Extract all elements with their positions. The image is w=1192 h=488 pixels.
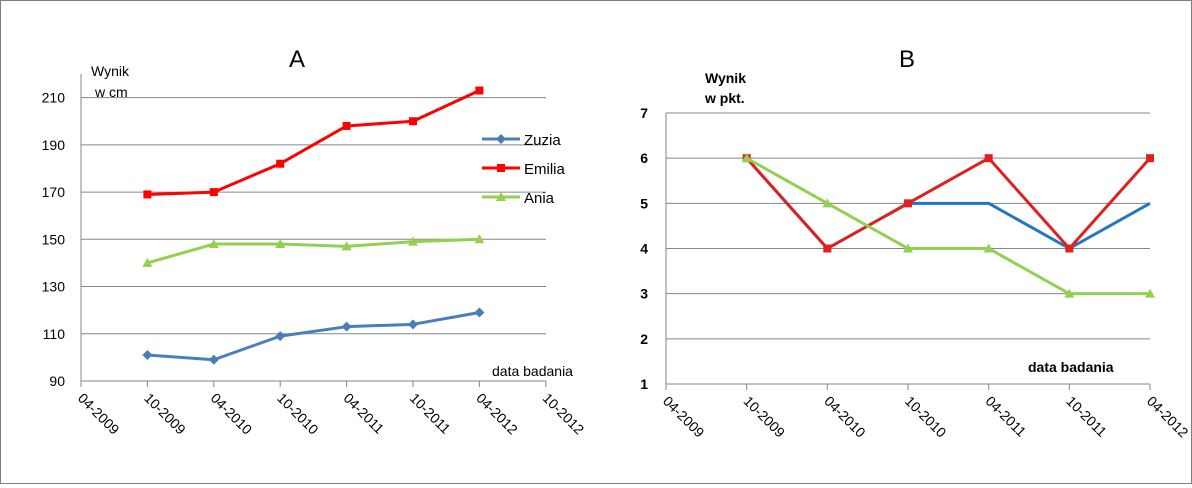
x-tick-label: 04-2011 — [983, 393, 1030, 440]
series-line — [745, 156, 1151, 296]
data-point — [903, 243, 914, 253]
x-axis-label: data badania — [492, 363, 573, 379]
y-tick-label: 2 — [640, 331, 648, 347]
data-point — [904, 199, 913, 208]
x-tick-label: 04-2009 — [75, 390, 123, 438]
data-point — [142, 350, 153, 361]
data-point — [208, 239, 219, 249]
data-point — [1065, 244, 1074, 253]
data-point — [474, 234, 485, 244]
data-point — [474, 307, 485, 318]
chart-title: B — [899, 46, 915, 73]
y-axis-label: w pkt. — [704, 90, 745, 106]
legend-label: Ania — [524, 190, 555, 207]
data-point — [341, 241, 352, 251]
y-axis-label: w cm — [94, 84, 128, 100]
chart-title: A — [289, 46, 305, 73]
x-tick-label: 04-2012 — [473, 390, 521, 438]
y-tick-label: 6 — [640, 150, 648, 166]
legend-label: Emilia — [524, 161, 565, 178]
legend-marker — [496, 134, 506, 144]
x-tick-label: 04-2010 — [821, 393, 869, 441]
data-point — [822, 198, 833, 208]
x-tick-label: 10-2012 — [540, 390, 588, 438]
data-point — [741, 153, 752, 163]
data-point — [408, 319, 418, 330]
series-line — [147, 311, 480, 362]
y-tick-label: 1 — [640, 376, 648, 392]
y-axis-label: Wynik — [91, 63, 130, 79]
data-point — [984, 154, 993, 163]
x-tick-label: 04-2009 — [660, 393, 708, 441]
y-tick-label: 130 — [42, 279, 66, 295]
x-tick-label: 10-2010 — [902, 393, 950, 441]
data-point — [1146, 154, 1155, 163]
data-point — [275, 239, 286, 249]
y-tick-label: 150 — [42, 231, 66, 247]
data-point — [208, 354, 219, 365]
data-point — [823, 244, 832, 253]
x-tick-label: 04-2011 — [340, 390, 387, 437]
data-point — [1145, 288, 1156, 298]
x-axis-label: data badania — [1028, 359, 1114, 375]
chart-a: 90 110 130 150 170 190 210 04-2009 10-2009 04-201… — [42, 46, 588, 438]
x-tick-label: 10-2011 — [1063, 393, 1110, 440]
data-point — [409, 117, 417, 126]
x-tick-label: 10-2011 — [407, 390, 454, 437]
y-tick-label: 7 — [640, 105, 648, 121]
legend-label: Zuzia — [524, 132, 561, 149]
data-point — [983, 243, 994, 253]
y-tick-label: 210 — [42, 90, 66, 106]
y-tick-label: 190 — [42, 137, 66, 153]
data-point — [142, 257, 153, 267]
chart-b: 1 2 3 4 5 6 7 04-2009 10-2009 04-2010 10-2010 04-20… — [640, 46, 1191, 441]
data-point — [209, 188, 218, 197]
y-tick-label: 5 — [640, 195, 648, 211]
y-tick-label: 3 — [640, 286, 648, 302]
data-point — [143, 190, 152, 199]
data-point — [275, 331, 286, 342]
series-line — [146, 237, 480, 265]
data-point — [341, 321, 352, 332]
data-point — [342, 121, 351, 130]
x-tick-label: 10-2009 — [141, 390, 189, 438]
y-tick-label: 90 — [49, 373, 65, 389]
y-axis-label: Wynik — [705, 70, 746, 86]
x-tick-label: 04-2010 — [208, 390, 256, 438]
series-line — [147, 89, 481, 196]
series-line — [745, 156, 1152, 250]
y-tick-label: 4 — [640, 241, 648, 257]
x-tick-label: 10-2009 — [741, 393, 789, 441]
data-point — [276, 159, 285, 168]
data-point — [408, 236, 418, 246]
legend-marker — [497, 164, 505, 172]
data-point — [475, 86, 484, 95]
x-tick-label: 04-2012 — [1144, 393, 1191, 441]
y-tick-label: 110 — [43, 326, 66, 342]
legend-marker — [496, 192, 506, 201]
y-tick-label: 170 — [42, 184, 66, 200]
x-tick-label: 10-2010 — [274, 390, 322, 438]
data-point — [1064, 288, 1075, 298]
